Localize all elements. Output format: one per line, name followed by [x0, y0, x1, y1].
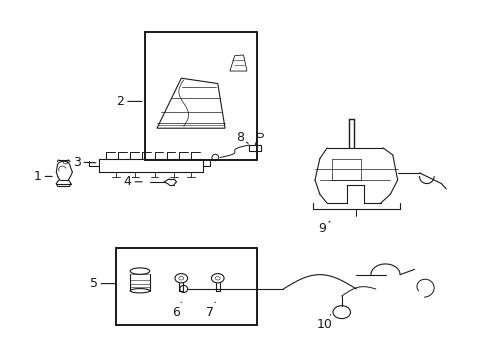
Text: 10: 10: [316, 315, 332, 331]
Text: 7: 7: [206, 302, 215, 319]
Text: 8: 8: [235, 131, 247, 144]
Text: 4: 4: [123, 175, 142, 188]
Bar: [116, 248, 256, 325]
Bar: [144, 32, 256, 160]
Bar: [116, 248, 256, 325]
Text: 6: 6: [172, 302, 181, 319]
Text: 1: 1: [34, 170, 52, 183]
Text: 3: 3: [73, 156, 96, 168]
Text: 2: 2: [116, 95, 142, 108]
Text: 9: 9: [318, 221, 329, 235]
Text: 5: 5: [90, 277, 115, 290]
Bar: [144, 32, 256, 160]
